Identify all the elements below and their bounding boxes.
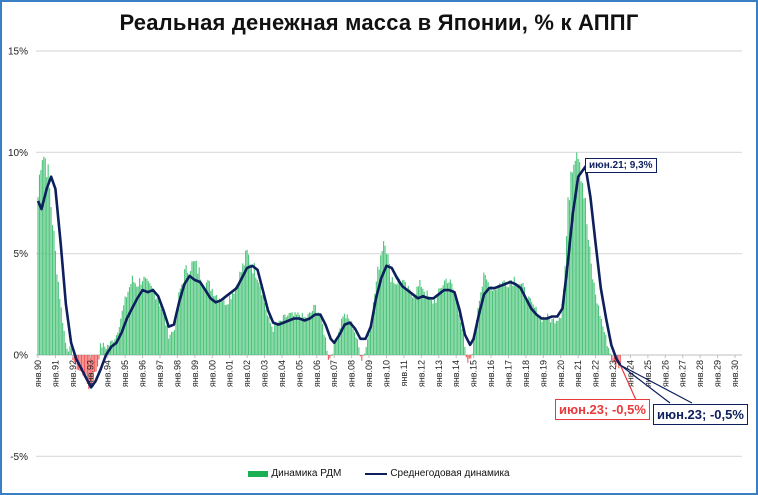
y-tick-label: 0% bbox=[14, 351, 29, 362]
x-tick-label: янв.25 bbox=[643, 360, 653, 387]
x-tick-label: янв.09 bbox=[364, 360, 374, 387]
legend-item-bars: Динамика РДМ bbox=[248, 468, 341, 479]
legend-bars-label: Динамика РДМ bbox=[271, 468, 342, 479]
x-tick-label: янв.06 bbox=[312, 360, 322, 387]
x-tick-label: янв.94 bbox=[103, 360, 113, 387]
y-tick-label: 10% bbox=[8, 148, 28, 159]
y-tick-label: 15% bbox=[8, 47, 28, 58]
x-tick-label: янв.12 bbox=[416, 360, 426, 387]
x-tick-label: янв.27 bbox=[678, 360, 688, 387]
chart-title: Реальная денежная масса в Японии, % к АП… bbox=[119, 10, 639, 35]
chart-legend: Динамика РДМ Среднегодовая динамика bbox=[0, 468, 758, 479]
x-tick-label: янв.14 bbox=[451, 360, 461, 387]
callout-peak-label: июн.21; 9,3% bbox=[585, 158, 657, 173]
x-tick-label: янв.02 bbox=[242, 360, 252, 387]
x-tick-label: янв.22 bbox=[591, 360, 601, 387]
x-tick-label: янв.23 bbox=[608, 360, 618, 387]
legend-line-label: Среднегодовая динамика bbox=[390, 468, 510, 479]
x-tick-label: янв.11 bbox=[399, 360, 409, 386]
x-tick-label: янв.28 bbox=[695, 360, 705, 387]
bar-series-rdm bbox=[37, 152, 621, 390]
x-tick-label: янв.01 bbox=[225, 360, 235, 387]
legend-line-swatch-icon bbox=[365, 472, 388, 475]
x-tick-label: янв.97 bbox=[155, 360, 165, 387]
y-tick-label: -5% bbox=[10, 452, 28, 463]
x-tick-label: янв.91 bbox=[50, 360, 60, 387]
x-tick-label: янв.20 bbox=[556, 360, 566, 387]
x-tick-label: янв.07 bbox=[329, 360, 339, 387]
x-tick-label: янв.10 bbox=[382, 360, 392, 387]
x-tick-label: янв.05 bbox=[294, 360, 304, 387]
y-axis-ticks: 15% 10% 5% 0% -5% bbox=[8, 47, 28, 463]
line-series-annual bbox=[36, 165, 622, 389]
x-tick-label: янв.99 bbox=[190, 360, 200, 387]
x-axis-ticks: янв.90 янв.91 янв.92 янв.93 янв.94 янв.95 янв.… bbox=[33, 355, 740, 387]
x-tick-label: янв.29 bbox=[713, 360, 723, 387]
callout-bar-last-label: июн.23; -0,5% bbox=[555, 399, 650, 420]
x-tick-label: янв.93 bbox=[85, 360, 95, 387]
x-tick-label: янв.19 bbox=[538, 360, 548, 387]
x-tick-label: янв.21 bbox=[573, 360, 583, 387]
x-tick-label: янв.00 bbox=[207, 360, 217, 387]
x-tick-label: янв.18 bbox=[521, 360, 531, 387]
x-tick-label: янв.96 bbox=[138, 360, 148, 387]
x-tick-label: янв.04 bbox=[277, 360, 287, 387]
x-tick-label: янв.08 bbox=[347, 360, 357, 387]
gridlines bbox=[36, 50, 742, 457]
x-tick-label: янв.17 bbox=[503, 360, 513, 387]
x-tick-label: янв.16 bbox=[486, 360, 496, 387]
x-tick-label: янв.30 bbox=[730, 360, 740, 387]
x-tick-label: янв.03 bbox=[260, 360, 270, 387]
x-tick-label: янв.92 bbox=[68, 360, 78, 387]
legend-bar-swatch-icon bbox=[248, 470, 269, 477]
x-tick-label: янв.90 bbox=[33, 360, 43, 387]
callout-line-last-label: июн.23; -0,5% bbox=[653, 404, 748, 425]
x-tick-label: янв.15 bbox=[469, 360, 479, 387]
x-tick-label: янв.26 bbox=[660, 360, 670, 387]
x-tick-label: янв.95 bbox=[120, 360, 130, 387]
callout-leaders bbox=[585, 165, 693, 404]
x-tick-label: янв.98 bbox=[172, 360, 182, 387]
legend-item-line: Среднегодовая динамика bbox=[365, 468, 510, 479]
y-tick-label: 5% bbox=[14, 249, 29, 260]
x-tick-label: янв.13 bbox=[434, 360, 444, 387]
